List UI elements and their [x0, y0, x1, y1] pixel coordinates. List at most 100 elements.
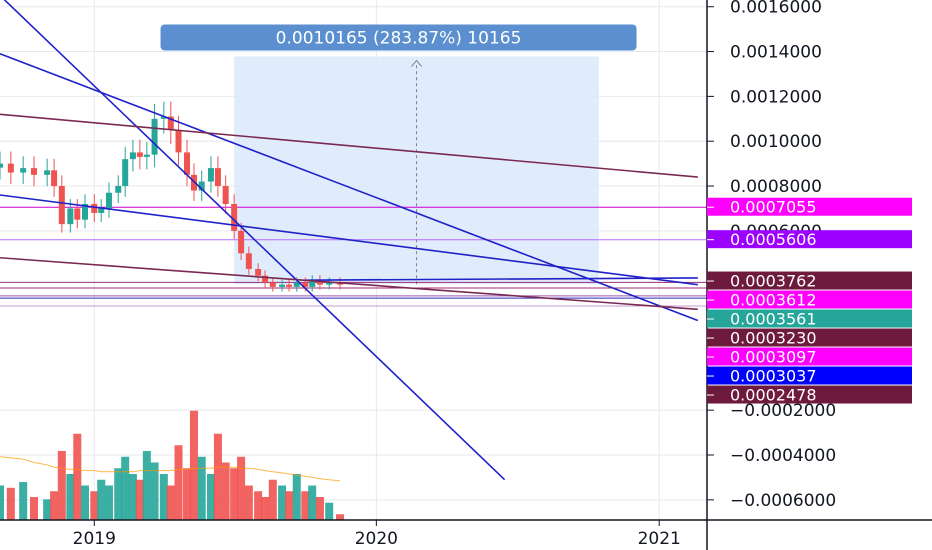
volume-bar: [57, 451, 66, 520]
time-axis[interactable]: 2019 2020 2021: [73, 520, 681, 549]
volume-bar: [325, 502, 334, 520]
measure-tool[interactable]: [234, 56, 599, 285]
candle: [309, 275, 316, 292]
time-tick-label: 2021: [638, 529, 681, 549]
price-label-badge: 0.0003762: [707, 271, 912, 291]
volume-bar: [135, 479, 144, 520]
candle: [245, 246, 252, 275]
volume-bar: [237, 456, 246, 520]
candle: [74, 199, 81, 229]
candle: [44, 158, 51, 187]
candle: [91, 194, 98, 223]
volume-bar: [142, 451, 151, 520]
time-tick-label: 2020: [355, 529, 398, 549]
volume-bar: [213, 433, 222, 520]
volume-bar: [66, 474, 75, 520]
volume-bar: [174, 445, 183, 520]
price-label-text: 0.0003037: [730, 367, 817, 386]
volume-bar: [308, 485, 317, 520]
volume-bar: [114, 468, 123, 520]
price-label-text: 0.0005606: [730, 230, 817, 249]
volume-bar: [166, 485, 175, 520]
volume-bar: [301, 491, 310, 520]
volume-bar: [128, 474, 137, 520]
measure-label-badge: 0.0010165 (283.87%) 10165: [160, 24, 637, 51]
candle: [316, 275, 323, 290]
volume-bar: [30, 497, 39, 520]
candle: [51, 158, 58, 197]
volume-bar: [90, 491, 99, 520]
candle: [115, 175, 122, 204]
measure-arrowhead: [411, 59, 422, 67]
volume-bar: [6, 487, 15, 520]
volume-bar: [268, 479, 277, 520]
candle: [262, 270, 269, 288]
candle: [255, 263, 262, 282]
volume-bar: [150, 462, 159, 520]
trend-line-4[interactable]: [0, 113, 698, 178]
candle: [269, 277, 276, 292]
candle: [136, 139, 143, 170]
volume-bar: [50, 491, 59, 520]
horizontal-level-lines[interactable]: [0, 206, 707, 307]
price-label-badge: 0.0003612: [707, 290, 912, 310]
trend-line-2[interactable]: [0, 194, 698, 286]
volume-bar: [189, 410, 198, 520]
candle: [122, 146, 129, 197]
volume-bar: [19, 482, 28, 520]
candle: [31, 156, 38, 187]
candle: [7, 151, 14, 185]
price-tick-label: −0.0004000: [730, 446, 836, 466]
volume-bars: [0, 410, 345, 520]
measure-badge-bg: [160, 24, 637, 51]
price-tick-label: 0.0012000: [730, 87, 822, 107]
volume-bar: [81, 485, 90, 520]
price-label-text: 0.0003762: [730, 272, 817, 291]
trend-line-5[interactable]: [0, 256, 698, 311]
volume-bar: [183, 468, 192, 520]
candle: [214, 156, 221, 197]
candle: [279, 279, 286, 292]
price-tick-label: 0.0016000: [730, 0, 822, 18]
price-label-badge: 0.0003561: [707, 309, 912, 329]
volume-bar: [315, 497, 324, 520]
price-tick-label: 0.0008000: [730, 177, 822, 197]
trend-lines[interactable]: [0, 0, 699, 481]
candle: [20, 156, 27, 185]
price-label-text: 0.0003612: [730, 291, 817, 310]
trend-line-0[interactable]: [0, 0, 506, 481]
volume-bar: [0, 485, 4, 520]
price-label-badge: 0.0003230: [707, 328, 912, 348]
volume-bar: [261, 497, 270, 520]
candle: [82, 194, 89, 229]
time-tick-label: 2019: [73, 529, 116, 549]
candle: [167, 101, 174, 145]
price-label-badge: 0.0003037: [707, 366, 912, 386]
candle: [184, 139, 191, 187]
price-label-text: 0.0002478: [730, 386, 817, 405]
candle: [231, 194, 238, 239]
volume-bar: [43, 499, 52, 520]
trend-line-1[interactable]: [0, 53, 699, 322]
volume-bar: [244, 485, 253, 520]
price-tick-label: −0.0002000: [730, 401, 836, 421]
price-tick-label: −0.0006000: [730, 491, 836, 511]
trend-line-3[interactable]: [305, 277, 698, 281]
volume-bar: [278, 485, 287, 520]
volume-bar: [254, 491, 263, 520]
candle: [129, 139, 136, 172]
price-label-badge: 0.0007055: [707, 197, 912, 217]
volume-bar: [73, 433, 82, 520]
price-label-text: 0.0007055: [730, 198, 817, 217]
volume-bar: [121, 456, 130, 520]
candle: [175, 115, 182, 166]
candle: [98, 199, 105, 223]
volume-bar: [221, 462, 230, 520]
price-label-text: 0.0003561: [730, 310, 817, 329]
price-label-badges: 0.00070550.00056060.00037620.00036120.00…: [707, 197, 912, 405]
volume-bar: [285, 491, 294, 520]
candle: [222, 175, 229, 214]
volume-bar: [197, 456, 206, 520]
volume-bar: [159, 474, 168, 520]
